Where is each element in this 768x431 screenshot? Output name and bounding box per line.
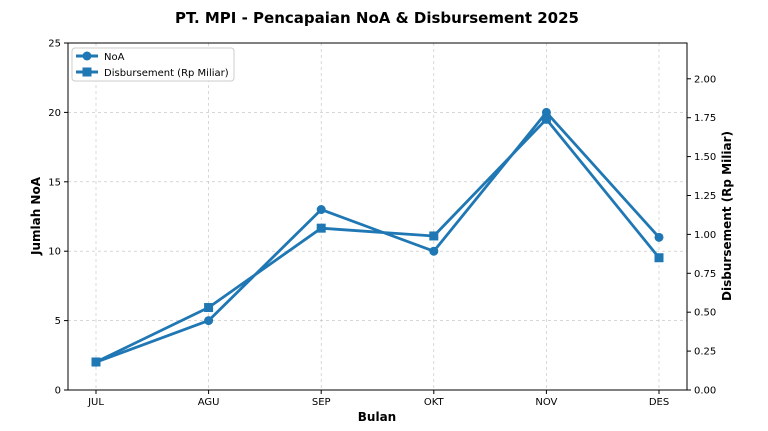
y-tick-label-right: 0.75 <box>694 269 716 280</box>
y-tick-label-left: 20 <box>48 108 61 119</box>
legend-label-disbursement: Disbursement (Rp Miliar) <box>104 68 229 79</box>
legend: NoA Disbursement (Rp Miliar) <box>71 47 235 82</box>
y-tick-label-left: 10 <box>48 247 61 258</box>
legend-label-noa: NoA <box>104 52 125 63</box>
x-tick-label: AGU <box>198 397 220 408</box>
data-point-disbursement <box>541 114 551 124</box>
y-tick-label-right: 1.75 <box>694 113 716 124</box>
y-tick-label-left: 25 <box>48 39 61 50</box>
legend-box <box>71 47 235 82</box>
x-axis-label: Bulan <box>358 410 396 424</box>
data-point-disbursement <box>429 231 439 241</box>
data-point-disbursement <box>91 357 101 367</box>
x-tick-label: SEP <box>312 397 331 408</box>
data-point-noa <box>429 246 439 256</box>
x-tick-label: DES <box>649 397 669 408</box>
y-axis-label-right: Disbursement (Rp Miliar) <box>720 131 734 301</box>
data-point-noa <box>541 107 551 117</box>
y-tick-label-left: 5 <box>55 316 61 327</box>
y-tick-label-right: 0.25 <box>694 347 716 358</box>
legend-marker-noa <box>82 51 92 61</box>
data-point-disbursement <box>204 303 214 313</box>
y-axis-label-left: Jumlah NoA <box>29 176 43 256</box>
y-tick-label-right: 2.00 <box>694 74 716 85</box>
y-tick-label-left: 0 <box>55 386 61 397</box>
plot-frame <box>67 42 688 391</box>
x-tick-label: OKT <box>424 397 445 408</box>
series-layer <box>91 107 664 367</box>
data-point-disbursement <box>654 253 664 263</box>
y-tick-label-right: 0.50 <box>694 308 716 319</box>
legend-marker-disbursement <box>82 67 92 77</box>
y-tick-label-right: 1.00 <box>694 230 716 241</box>
data-point-disbursement <box>316 223 326 233</box>
y-tick-label-left: 15 <box>48 177 61 188</box>
series-line-noa <box>95 111 661 364</box>
x-tick-label: NOV <box>535 397 557 408</box>
chart-title: PT. MPI - Pencapaian NoA & Disbursement … <box>175 9 579 27</box>
data-point-noa <box>654 232 664 242</box>
y-tick-label-right: 1.50 <box>694 152 716 163</box>
y-tick-label-right: 0.00 <box>694 386 716 397</box>
ticks-layer: JUL AGU SEP OKT NOV DES 0 5 10 15 20 25 0.00 0.25 0.50… <box>48 39 716 409</box>
y-tick-label-right: 1.25 <box>694 191 716 202</box>
x-tick-label: JUL <box>87 397 104 408</box>
series-line-disbursement <box>95 117 661 364</box>
data-point-noa <box>204 316 214 326</box>
data-point-noa <box>316 205 326 215</box>
